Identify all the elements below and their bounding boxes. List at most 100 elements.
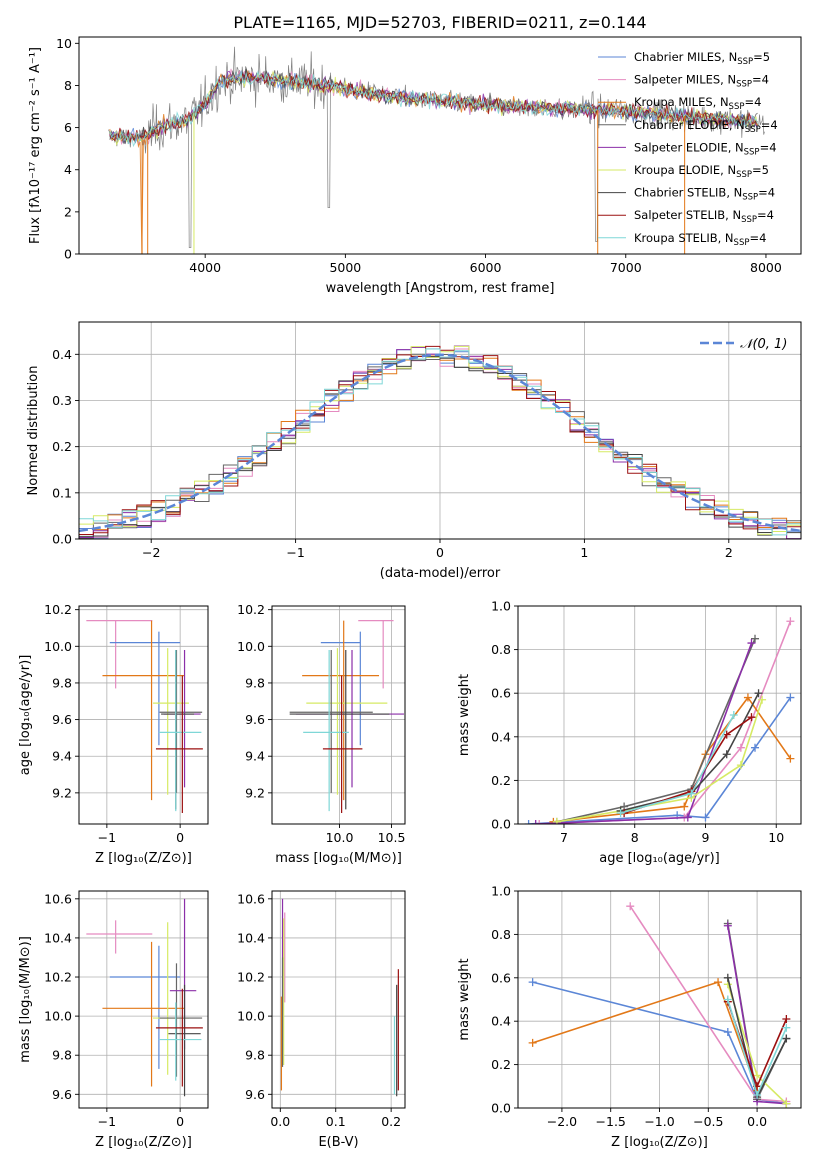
y-tick-label: 0.4 (52, 347, 72, 362)
axes-frame (271, 605, 406, 825)
x-tick-label: 7000 (610, 260, 642, 275)
x-tick-label: 0.0 (747, 1114, 767, 1129)
axes-frame (271, 890, 406, 1109)
axes-frame (78, 321, 802, 540)
y-tick-label: 9.2 (245, 785, 265, 800)
x-tick-label: −1 (98, 830, 116, 845)
legend-entry: Chabrier ELODIE, NSSP=4 (634, 118, 778, 135)
x-tick-label: 0.0 (270, 1114, 290, 1129)
x-tick-label: 1 (580, 545, 588, 560)
data-point (754, 689, 763, 698)
data-point (782, 1099, 791, 1108)
x-tick-label: 5000 (329, 260, 361, 275)
y-tick-label: 9.6 (245, 1087, 265, 1102)
x-tick-label: 0 (176, 830, 184, 845)
error-bar-chabrier-stelib (168, 984, 201, 1097)
data-point (786, 617, 795, 626)
y-tick-label: 10 (56, 36, 72, 51)
y-tick-label: 10.6 (237, 891, 265, 906)
error-bar-chabrier-elodie (159, 963, 203, 1077)
y-tick-label: 10.0 (44, 639, 72, 654)
x-axis-label: mass [log₁₀(M/M⊙)] (275, 851, 402, 866)
x-tick-label: −2.0 (547, 1114, 577, 1129)
y-tick-label: 10.6 (44, 891, 72, 906)
series-kroupa-elodie (552, 695, 767, 824)
legend-entry: Salpeter MILES, NSSP=4 (634, 73, 769, 90)
y-tick-label: 9.2 (52, 785, 72, 800)
data-point (535, 820, 544, 824)
data-point (786, 693, 795, 702)
y-axis-label: Normed distribution (26, 366, 41, 496)
y-tick-label: 0.6 (491, 686, 511, 701)
mass-vs-ebv-panel: 0.0 0.1 0.2 9.6 9.8 10.0 10.2 10.4 10.6 E(B-V) (237, 890, 406, 1150)
y-tick-label: 10.0 (44, 1009, 72, 1024)
mass-weight-vs-age-panel: 7 8 9 10 0.0 0.2 0.4 0.6 0.8 1.0 age [log₁₀(age/yr… (457, 599, 802, 866)
x-tick-label: −1 (286, 545, 304, 560)
y-tick-label: 0.0 (491, 1101, 511, 1116)
axes-frame (78, 605, 209, 825)
data-point (552, 817, 561, 824)
histogram-kroupa-miles (79, 355, 801, 539)
data-point (786, 754, 795, 763)
error-bars (289, 620, 404, 814)
y-tick-label: 8 (64, 78, 72, 93)
series-line (532, 981, 787, 1105)
data-point (714, 978, 723, 987)
y-tick-label: 0.8 (491, 927, 511, 942)
axes-frame (78, 890, 209, 1109)
error-bar-kroupa-stelib (158, 649, 202, 812)
y-tick-label: 0 (64, 247, 72, 262)
x-axis-label: E(B-V) (318, 1135, 358, 1150)
error-bar-chabrier-miles (109, 631, 181, 746)
y-tick-label: 0.2 (491, 1057, 511, 1072)
y-tick-label: 2 (64, 204, 72, 219)
x-axis-label: Z [log₁₀(Z/Z⊙)] (611, 1135, 708, 1150)
data-point (723, 995, 732, 1004)
x-tick-label: −1 (98, 1114, 116, 1129)
data-point (782, 1034, 791, 1043)
spectrum-lines (108, 46, 765, 254)
series-line (539, 621, 792, 824)
data-point (616, 809, 625, 818)
y-tick-label: 0.0 (52, 532, 72, 547)
normal-curve (79, 353, 801, 533)
data-point (723, 921, 732, 930)
y-tick-label: 10.4 (237, 930, 265, 945)
error-bar-salpeter-miles (358, 620, 394, 689)
legend-entry: Salpeter ELODIE, NSSP=4 (634, 140, 777, 157)
data-point (782, 1023, 791, 1032)
x-tick-label: 0 (436, 545, 444, 560)
x-axis-label: Z [log₁₀(Z/Z⊙)] (95, 851, 192, 866)
error-bar-kroupa-stelib (158, 1002, 202, 1081)
mass-weight-vs-Z-panel: −2.0 −1.5 −1.0 −0.5 0.0 0.0 0.2 0.4 0.6 0.8 1.0 Z [… (457, 884, 802, 1150)
y-axis-label: mass weight (457, 958, 472, 1040)
y-tick-label: 0.4 (491, 1014, 511, 1029)
x-tick-label: 10.0 (326, 830, 354, 845)
model-spectrum-chabrier-stelib (109, 68, 758, 145)
data-point (729, 711, 738, 719)
error-bars (86, 620, 203, 814)
y-tick-label: 10.4 (44, 930, 72, 945)
mass-vs-Z-panel: −1 0 9.6 9.8 10.0 10.2 10.4 10.6 Z [log₁₀(Z/Z⊙)]… (18, 890, 209, 1150)
series-line (553, 696, 792, 823)
x-tick-label: 2 (725, 545, 733, 560)
legend-entry: Kroupa STELIB, NSSP=4 (634, 231, 766, 248)
error-bar-salpeter-stelib (155, 988, 203, 1087)
x-axis-label: wavelength [Angstrom, rest frame] (326, 281, 555, 296)
y-tick-label: 9.6 (52, 1087, 72, 1102)
age-vs-mass-panel: 10.0 10.5 9.2 9.4 9.6 9.8 10.0 10.2 mass [log₁₀(… (237, 602, 406, 866)
series-lines (528, 902, 791, 1108)
y-tick-label: 4 (64, 162, 72, 177)
histogram-kroupa-stelib (79, 348, 801, 536)
data-point (531, 820, 540, 824)
axes-frame (78, 36, 802, 255)
data-point (753, 1071, 762, 1080)
data-point (758, 695, 767, 704)
y-tick-label: 1.0 (491, 599, 511, 614)
error-bar-kroupa-miles (302, 620, 380, 801)
error-bar-kroupa-miles (102, 620, 185, 801)
series-line (532, 981, 758, 1091)
y-tick-label: 0.1 (52, 485, 72, 500)
legend-entry: Chabrier MILES, NSSP=5 (634, 50, 770, 67)
